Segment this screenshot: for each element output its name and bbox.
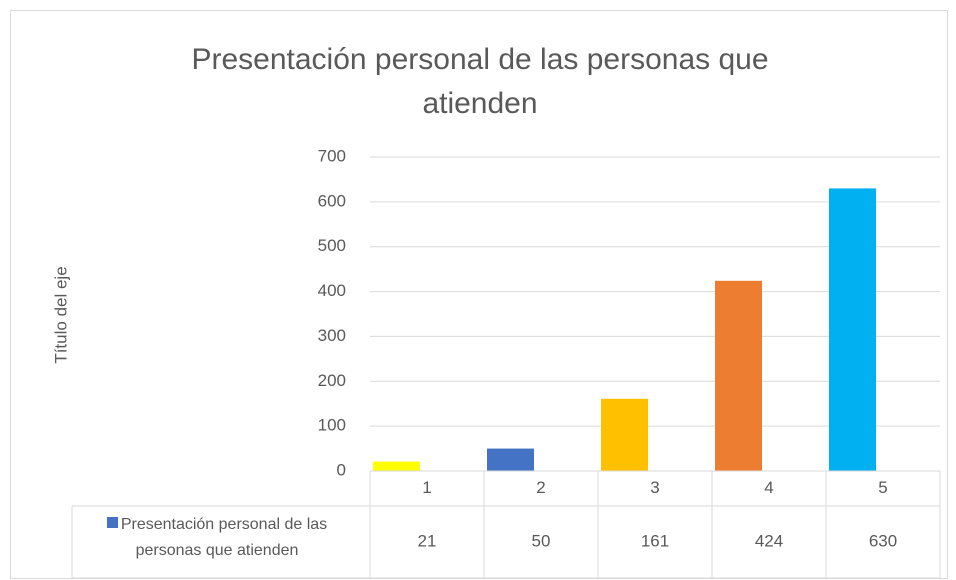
chart-title: Presentación personal de las personas qu… bbox=[191, 43, 769, 120]
y-axis-title: Título del eje bbox=[51, 266, 70, 363]
legend: Presentación personal de las personas qu… bbox=[72, 512, 362, 564]
legend-swatch bbox=[106, 517, 118, 528]
table-value: 630 bbox=[869, 531, 897, 550]
bar bbox=[601, 398, 648, 471]
table-value: 161 bbox=[641, 531, 669, 550]
y-tick-label: 200 bbox=[318, 371, 346, 390]
table-value: 21 bbox=[418, 531, 437, 550]
y-tick-label: 600 bbox=[318, 191, 346, 210]
y-tick-label: 0 bbox=[337, 460, 346, 479]
y-tick-label: 500 bbox=[318, 236, 346, 255]
y-tick-label: 100 bbox=[318, 416, 346, 435]
y-tick-label: 300 bbox=[318, 326, 346, 345]
bar bbox=[373, 461, 420, 471]
table-value: 424 bbox=[755, 531, 783, 550]
table-value: 50 bbox=[532, 531, 551, 550]
y-tick-label: 700 bbox=[318, 146, 346, 165]
x-tick-label: 4 bbox=[764, 478, 773, 497]
x-tick-label: 3 bbox=[650, 478, 659, 497]
bar bbox=[829, 188, 876, 471]
bar bbox=[715, 280, 762, 471]
bar bbox=[487, 448, 534, 471]
y-tick-label: 400 bbox=[318, 281, 346, 300]
x-tick-label: 1 bbox=[422, 478, 431, 497]
x-tick-label: 2 bbox=[536, 478, 545, 497]
legend-label: Presentación personal de las personas qu… bbox=[120, 516, 328, 559]
x-tick-label: 5 bbox=[878, 478, 887, 497]
